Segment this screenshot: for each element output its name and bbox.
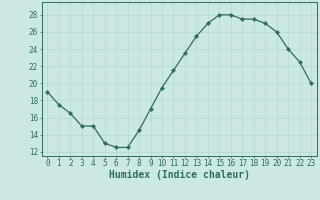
X-axis label: Humidex (Indice chaleur): Humidex (Indice chaleur): [109, 170, 250, 180]
